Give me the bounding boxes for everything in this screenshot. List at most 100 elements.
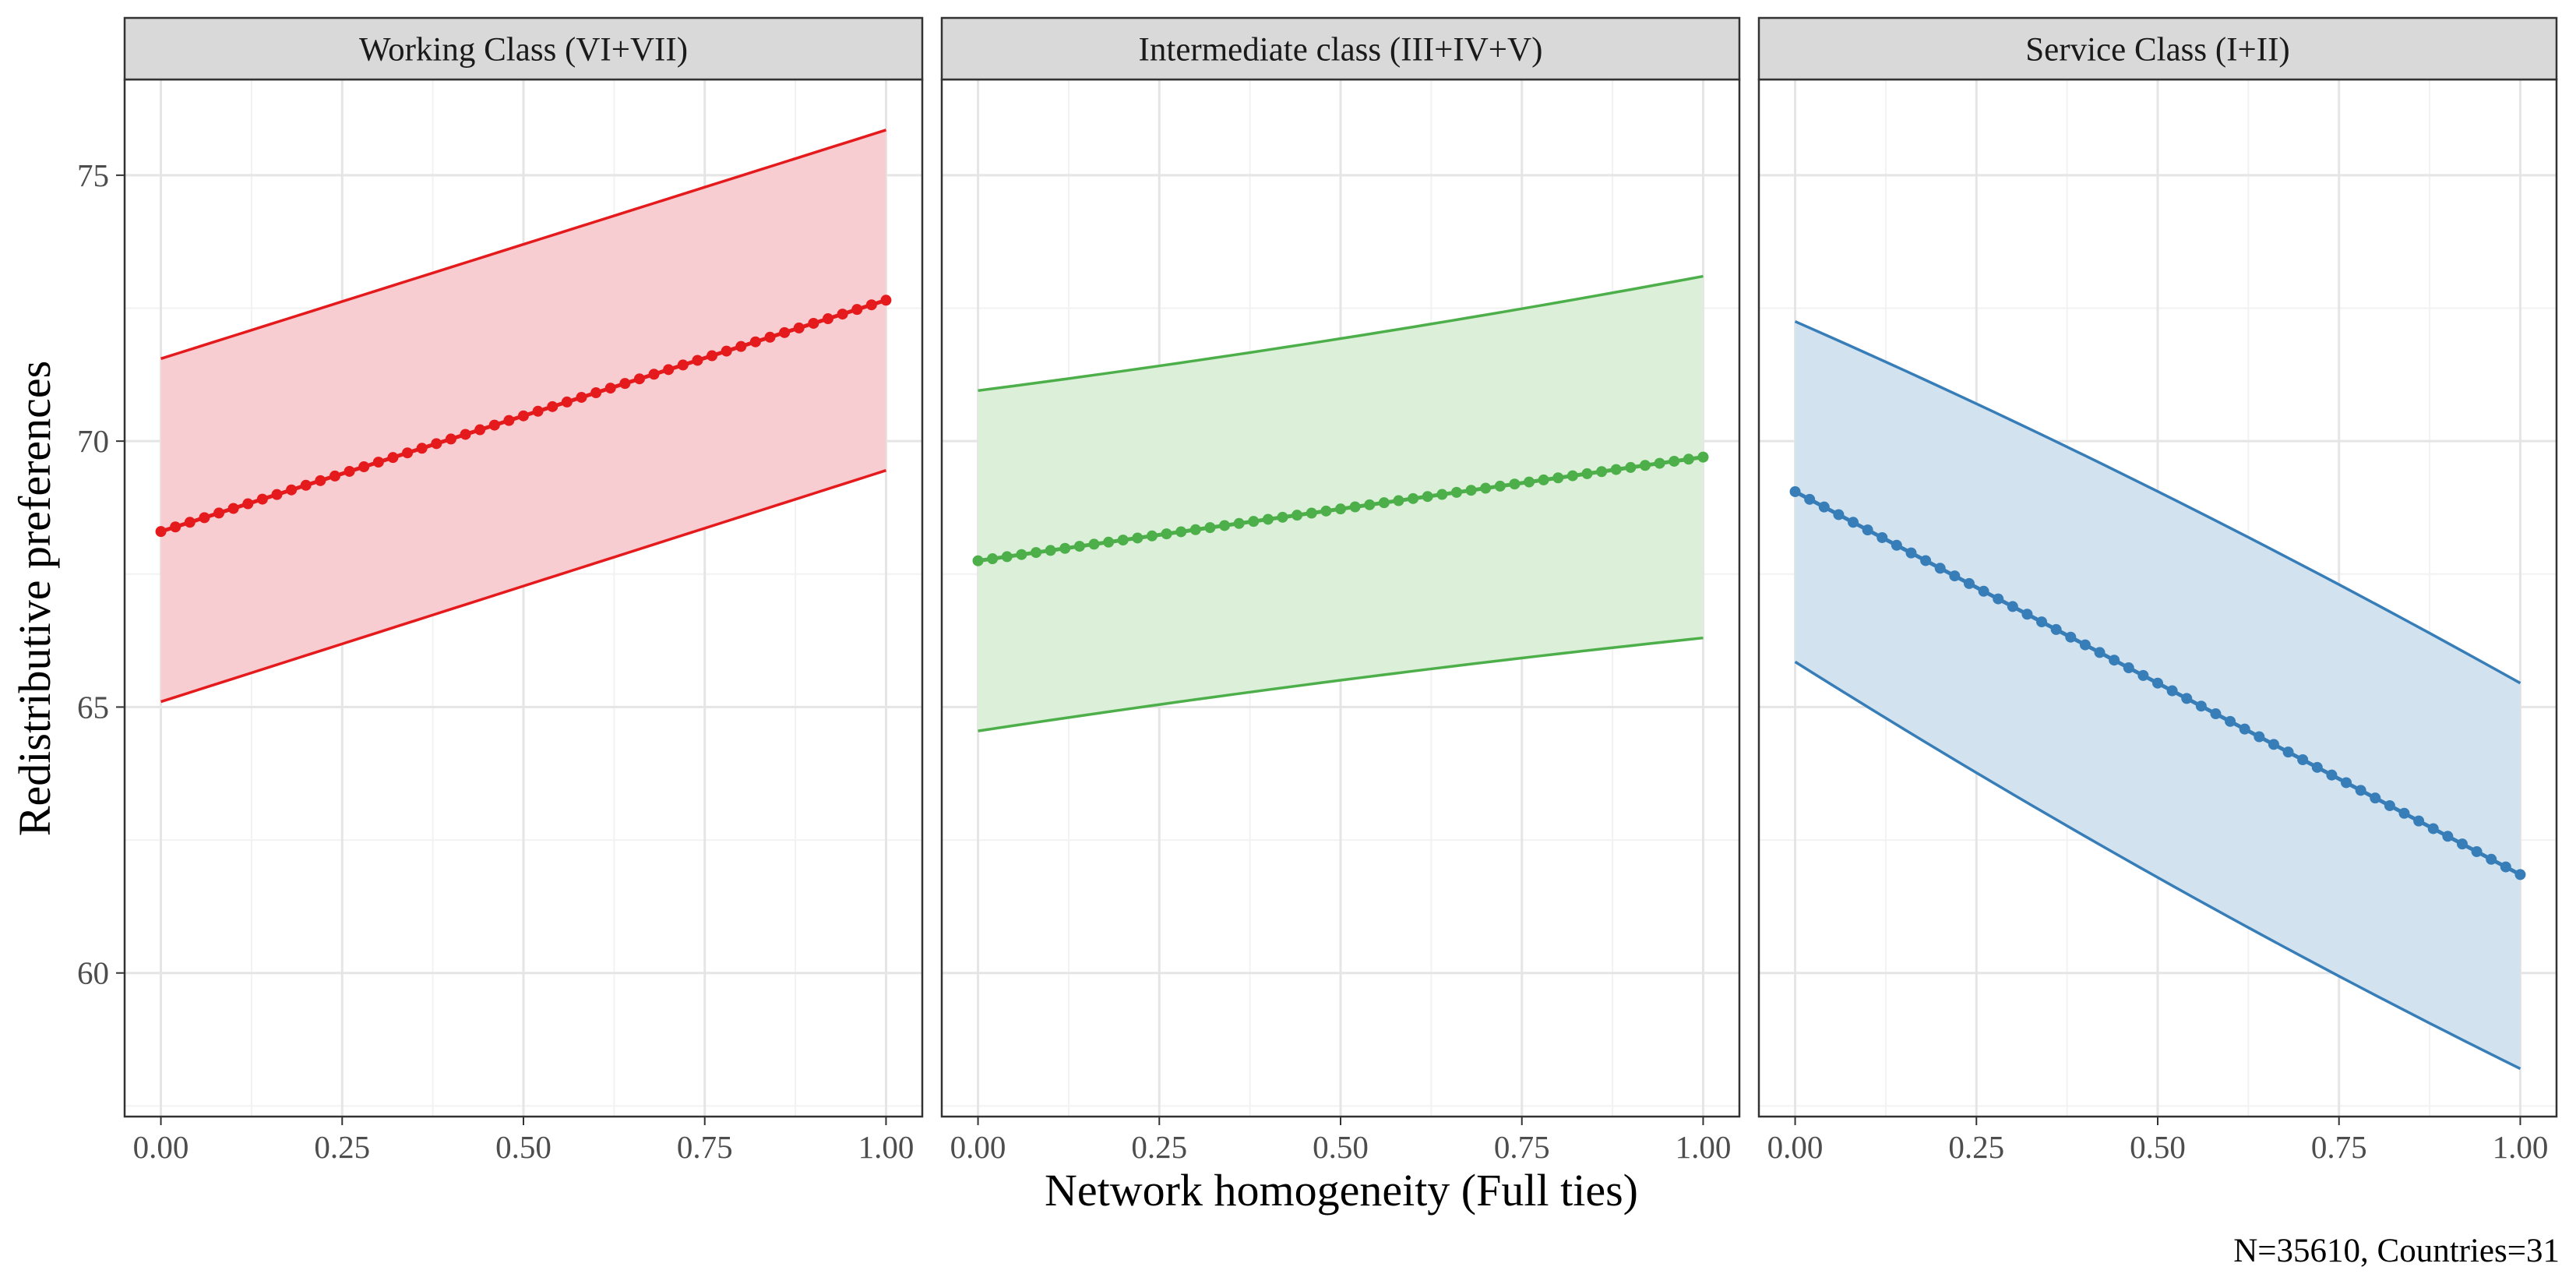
estimate-point bbox=[1610, 464, 1622, 475]
estimate-point bbox=[1978, 585, 1989, 597]
estimate-point bbox=[2442, 831, 2454, 842]
estimate-point bbox=[1378, 497, 1390, 509]
estimate-point bbox=[2311, 761, 2323, 773]
facet-strip bbox=[940, 16, 1741, 81]
estimate-point bbox=[561, 396, 573, 408]
estimate-point bbox=[837, 309, 848, 320]
x-tick-label: 1.00 bbox=[1676, 1129, 1732, 1165]
x-tick-label: 0.50 bbox=[495, 1129, 551, 1165]
estimate-point bbox=[271, 489, 283, 500]
estimate-point bbox=[648, 369, 660, 380]
estimate-point bbox=[1161, 528, 1172, 540]
estimate-point bbox=[2210, 708, 2222, 720]
estimate-point bbox=[677, 359, 689, 371]
estimate-point bbox=[286, 484, 298, 496]
estimate-point bbox=[2427, 823, 2439, 835]
estimate-point bbox=[1876, 531, 1888, 543]
x-tick-label: 0.50 bbox=[2130, 1129, 2186, 1165]
estimate-point bbox=[764, 331, 776, 343]
estimate-point bbox=[1905, 547, 1917, 559]
estimate-point bbox=[402, 447, 414, 459]
estimate-point bbox=[1654, 457, 1665, 469]
estimate-point bbox=[518, 410, 529, 422]
estimate-point bbox=[329, 470, 340, 482]
estimate-point bbox=[431, 438, 442, 450]
estimate-point bbox=[1639, 460, 1651, 471]
estimate-point bbox=[2413, 815, 2425, 827]
estimate-point bbox=[2109, 655, 2120, 666]
estimate-point bbox=[2021, 609, 2033, 620]
x-tick-label: 0.75 bbox=[677, 1129, 733, 1165]
estimate-point bbox=[2500, 861, 2511, 873]
estimate-point bbox=[1219, 520, 1231, 531]
lower-ci-line bbox=[978, 636, 1704, 732]
estimate-point bbox=[2166, 685, 2178, 697]
estimate-point bbox=[1408, 492, 1419, 504]
estimate-point bbox=[590, 387, 602, 399]
estimate-point bbox=[707, 350, 718, 362]
facet-strip-title: Working Class (VI+VII) bbox=[359, 32, 688, 69]
estimate-point bbox=[2152, 677, 2163, 689]
x-tick-label: 0.25 bbox=[1948, 1129, 2004, 1165]
facet-strip-title: Intermediate class (III+IV+V) bbox=[1139, 32, 1543, 69]
estimate-point bbox=[1804, 493, 1816, 505]
estimate-point bbox=[344, 465, 355, 477]
estimate-point bbox=[2065, 631, 2077, 643]
estimate-point bbox=[865, 299, 877, 311]
x-axis-title: Network homogeneity (Full ties) bbox=[1045, 1165, 1638, 1216]
x-tick-label: 0.00 bbox=[1767, 1129, 1824, 1165]
estimate-point bbox=[692, 355, 703, 366]
y-axis: 60 65 70 75 bbox=[77, 157, 125, 991]
estimate-point bbox=[1509, 478, 1521, 490]
estimate-point bbox=[184, 517, 196, 528]
estimate-point bbox=[1103, 536, 1115, 548]
estimate-point bbox=[2370, 792, 2381, 804]
estimate-point bbox=[1833, 509, 1845, 520]
estimate-point bbox=[1538, 474, 1549, 485]
estimate-point bbox=[1993, 593, 2004, 605]
estimate-point bbox=[532, 405, 544, 417]
estimate-point bbox=[170, 521, 181, 533]
lower-ci-line bbox=[160, 469, 886, 704]
estimate-point bbox=[416, 443, 428, 454]
facet-strip bbox=[1757, 16, 2558, 81]
x-tick-label: 0.75 bbox=[2311, 1129, 2367, 1165]
estimate-point bbox=[1045, 545, 1056, 556]
estimate-point bbox=[2384, 799, 2395, 811]
estimate-point bbox=[1001, 551, 1013, 563]
caption: N=35610, Countries=31 bbox=[2233, 1233, 2560, 1269]
panels-layer: Working Class (VI+VII) 0.00 0.25 0.50 0.75 1.… bbox=[123, 16, 2558, 1165]
estimate-point bbox=[1204, 522, 1216, 534]
estimate-point bbox=[1073, 541, 1085, 552]
estimate-point bbox=[1175, 526, 1187, 538]
estimate-point bbox=[1552, 472, 1564, 484]
facet-strip-title: Service Class (I+II) bbox=[2025, 32, 2289, 69]
estimate-point bbox=[1031, 547, 1042, 559]
estimate-point bbox=[2326, 769, 2338, 781]
estimate-point bbox=[256, 493, 268, 505]
estimate-point bbox=[358, 461, 370, 473]
estimate-point bbox=[387, 452, 399, 464]
estimate-point bbox=[1524, 476, 1535, 488]
panel-2: Intermediate class (III+IV+V) 0.00 0.25 0.5… bbox=[940, 16, 1741, 1165]
estimate-point bbox=[2282, 746, 2294, 758]
estimate-point bbox=[1335, 503, 1346, 515]
estimate-point bbox=[1697, 451, 1709, 463]
estimate-point bbox=[474, 424, 486, 436]
estimate-point bbox=[1920, 555, 1932, 566]
estimate-point bbox=[808, 317, 819, 329]
estimate-point bbox=[2471, 845, 2483, 857]
estimate-point bbox=[822, 313, 833, 325]
y-tick-label: 75 bbox=[77, 157, 109, 193]
estimate-point bbox=[1480, 482, 1492, 494]
estimate-point bbox=[1596, 466, 1608, 478]
estimate-point bbox=[2225, 715, 2236, 727]
estimate-point bbox=[1146, 530, 1158, 542]
estimate-point bbox=[199, 512, 210, 524]
estimate-point bbox=[227, 503, 239, 514]
estimate-point bbox=[488, 419, 500, 431]
estimate-point bbox=[972, 555, 984, 566]
estimate-point bbox=[1117, 535, 1129, 546]
x-tick-label: 0.25 bbox=[314, 1129, 370, 1165]
estimate-point bbox=[2254, 731, 2265, 743]
